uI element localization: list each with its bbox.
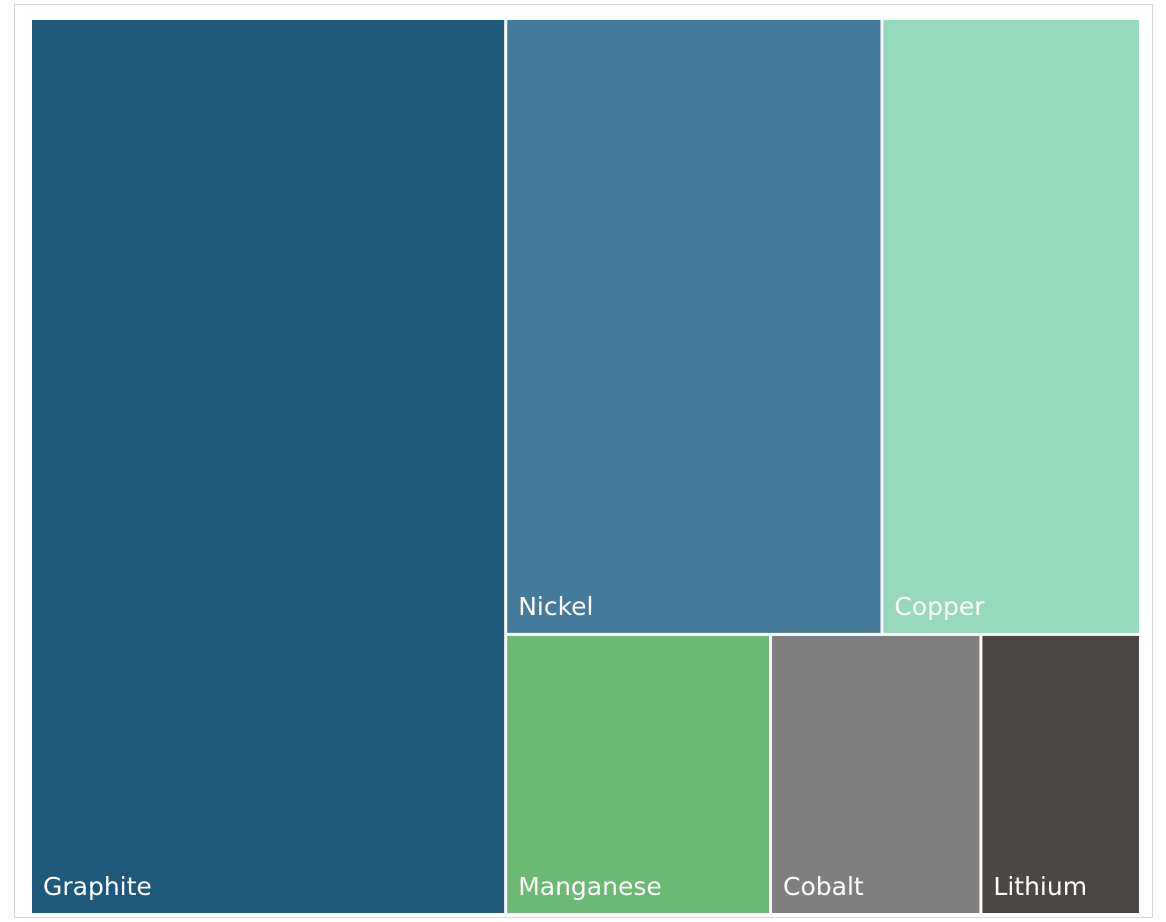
tile-manganese[interactable]: [507, 635, 769, 913]
tile-graphite[interactable]: [32, 20, 505, 913]
chart-frame: Graphite Nickel Copper Manganese Cobalt Lithi…: [14, 4, 1153, 918]
tile-label-cobalt: Cobalt: [783, 872, 864, 901]
tile-copper[interactable]: [883, 20, 1139, 633]
tile-label-graphite: Graphite: [43, 872, 152, 901]
tile-label-manganese: Manganese: [518, 872, 662, 901]
tile-label-lithium: Lithium: [993, 872, 1087, 901]
tile-nickel[interactable]: [507, 20, 881, 633]
tile-label-nickel: Nickel: [518, 592, 593, 621]
tile-label-copper: Copper: [894, 592, 985, 621]
tile-lithium[interactable]: [982, 635, 1139, 913]
tile-cobalt[interactable]: [772, 635, 980, 913]
